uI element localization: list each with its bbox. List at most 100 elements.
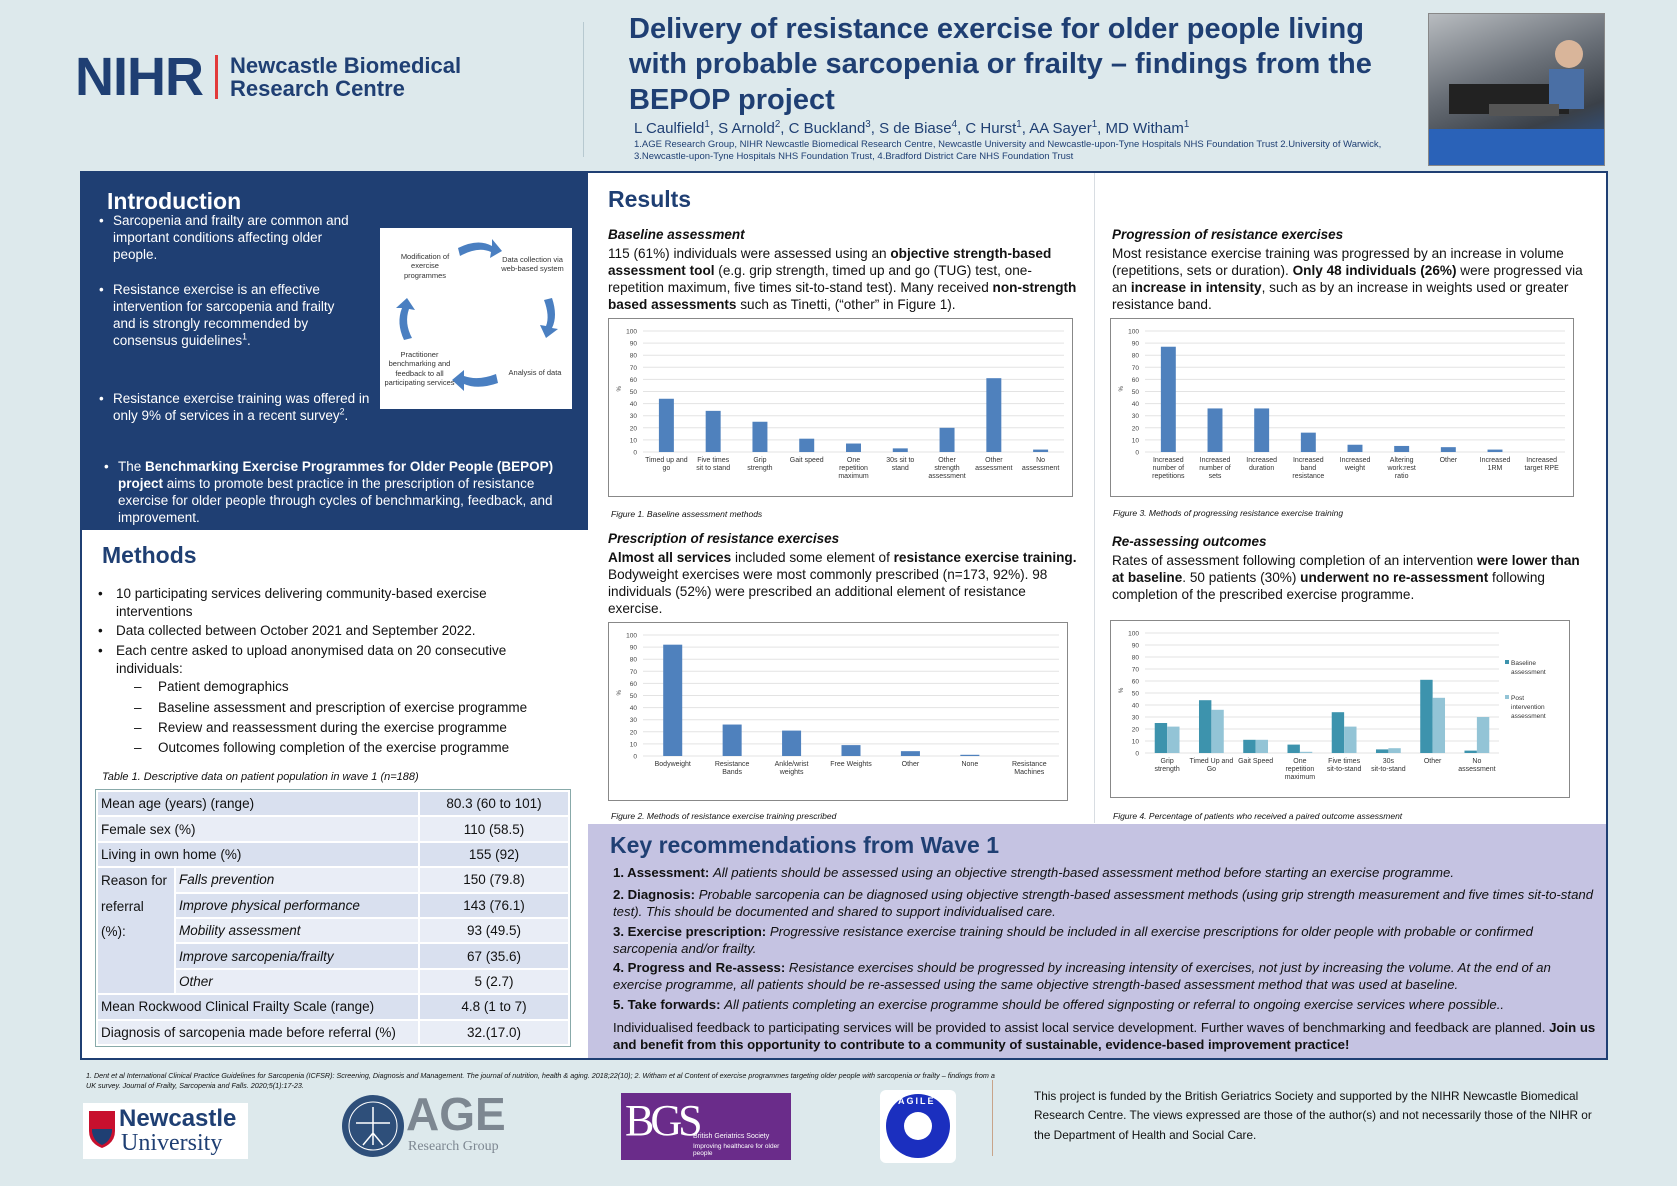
y-tick-label: 90	[630, 645, 638, 652]
x-tick-label: Bodyweight	[655, 761, 691, 768]
y-tick-label: 10	[630, 741, 638, 748]
reason-label-2: referral (%):	[101, 898, 144, 939]
age-research-group-logo: AGE Research Group	[340, 1088, 510, 1159]
bar	[752, 421, 768, 452]
text-segment: 115 (61%) individuals were assessed usin…	[608, 246, 891, 261]
text-segment: aims to promote best practice in the pre…	[118, 476, 553, 526]
methods-bullet: Data collected between October 2021 and …	[96, 622, 556, 640]
superscript: 1	[1016, 119, 1022, 130]
x-tick-label: Other	[938, 457, 956, 464]
recommendation-item: 2. Diagnosis: Probable sarcopenia can be…	[613, 886, 1598, 920]
text-segment: were progressed via an	[1112, 262, 1583, 295]
x-tick-label: strength	[1154, 766, 1179, 773]
recommendation-item: 1. Assessment: All patients should be as…	[613, 864, 1598, 881]
x-tick-label: Increased	[1153, 457, 1184, 464]
superscript: 1	[1091, 119, 1098, 130]
x-tick-label: number of	[1153, 465, 1185, 472]
superscript: 1	[704, 119, 710, 130]
funding-statement: This project is funded by the British Ge…	[1034, 1089, 1592, 1142]
bar	[1432, 697, 1446, 753]
text-segment: Bodyweight exercises were most commonly …	[608, 566, 1048, 616]
y-tick-label: 30	[630, 413, 638, 420]
figure-3-chart: 0 10 20 30 40 50 60 70 80 90 100% Increased number o…	[1110, 318, 1574, 497]
y-tick-label: 30	[1132, 715, 1140, 722]
reassessing-heading: Re-assessing outcomes	[1112, 534, 1267, 549]
x-tick-label: band	[1301, 465, 1317, 472]
text-segment: Only 48 individuals (26%)	[1292, 262, 1457, 278]
legend-label: intervention	[1511, 704, 1545, 711]
progression-heading: Progression of resistance exercises	[1112, 227, 1344, 242]
patient-data-table: Mean age (years) (range) 80.3 (60 to 101)…	[95, 789, 571, 1047]
x-tick-label: Timed up and	[645, 457, 688, 464]
methods-bullet: 10 participating services delivering com…	[96, 585, 556, 620]
bar	[1154, 723, 1168, 753]
x-tick-label: stand	[892, 465, 909, 472]
vitruvian-circle-icon	[342, 1095, 404, 1157]
x-tick-label: 1RM	[1488, 465, 1503, 472]
intro-bullet: Resistance exercise is an effective inte…	[97, 281, 355, 350]
bar	[1394, 445, 1410, 452]
bar	[892, 448, 908, 452]
text-segment: Individualised feedback to participating…	[613, 1020, 1550, 1035]
row-label: Mean Rockwood Clinical Frailty Scale (ra…	[96, 993, 420, 1021]
baseline-text: 115 (61%) individuals were assessed usin…	[608, 246, 1078, 314]
table-row: Mobility assessment 93 (49.5)	[97, 916, 570, 945]
bar	[846, 443, 861, 452]
x-tick-label: weight	[1344, 465, 1365, 472]
bar	[939, 427, 955, 452]
x-tick-label: Resistance	[1012, 761, 1047, 768]
text-segment: underwent no re-assessment	[1300, 569, 1489, 585]
bar	[1255, 739, 1269, 753]
x-tick-label: resistance	[1292, 473, 1324, 480]
x-tick-label: strength	[747, 465, 772, 472]
reason-value: 67 (35.6)	[418, 942, 570, 970]
x-tick-label: Altering	[1390, 457, 1414, 464]
table-row: Female sex (%) 110 (58.5)	[96, 815, 570, 843]
reason-item: Improve physical performance	[174, 891, 420, 919]
reason-label: Reason for referral (%):	[96, 866, 176, 996]
bar	[658, 398, 674, 452]
bar	[1033, 449, 1049, 452]
row-label: Mean age (years) (range)	[96, 789, 420, 818]
bgs-mark: BGS	[625, 1096, 703, 1145]
y-axis-label: %	[617, 386, 623, 392]
methods-bullet: Each centre asked to upload anonymised d…	[96, 642, 556, 677]
bar	[1347, 444, 1363, 452]
x-tick-label: work:rest	[1386, 465, 1415, 472]
agile-text: AGILE	[898, 1096, 936, 1106]
agile-circle-icon	[886, 1094, 950, 1158]
age-text: AGE	[406, 1088, 506, 1140]
x-tick-label: 30s sit to	[886, 457, 914, 464]
x-tick-label: 30s	[1383, 758, 1395, 765]
bepop-cycle-diagram: Modification of exercise programmes Data…	[380, 228, 572, 409]
bar	[1464, 750, 1477, 753]
x-tick-label: duration	[1249, 465, 1274, 472]
row-label: Female sex (%)	[96, 815, 420, 843]
bar	[1440, 447, 1456, 452]
arrow-right-icon	[458, 239, 502, 258]
text-segment: Most resistance exercise training was pr…	[1112, 246, 1564, 278]
x-tick-label: Increased	[1340, 457, 1371, 464]
y-tick-label: 100	[626, 633, 637, 640]
bar	[722, 724, 742, 756]
legend-swatch	[1505, 695, 1509, 699]
text-segment: (e.g. grip strength, timed up and go (TU…	[608, 262, 1032, 295]
bar	[1420, 679, 1433, 753]
bar	[900, 751, 920, 756]
x-tick-label: assessment	[1458, 766, 1495, 773]
methods-subitem: Patient demographics	[132, 679, 289, 694]
x-tick-label: Other	[902, 761, 920, 768]
text-segment: , C Hurst	[957, 120, 1017, 137]
y-axis-label: %	[617, 690, 623, 696]
x-tick-label: assessment	[975, 465, 1012, 472]
x-tick-label: assessment	[1022, 465, 1059, 472]
prescription-heading: Prescription of resistance exercises	[608, 531, 840, 546]
text-segment: , MD Witham	[1097, 120, 1184, 137]
reason-value: 143 (76.1)	[418, 891, 570, 919]
y-tick-label: 10	[630, 437, 638, 444]
row-value: 110 (58.5)	[418, 815, 570, 843]
y-tick-label: 0	[633, 450, 637, 457]
x-tick-label: None	[961, 761, 978, 768]
x-tick-label: target RPE	[1525, 465, 1560, 472]
text-segment: Rates of assessment following completion…	[1112, 553, 1477, 568]
